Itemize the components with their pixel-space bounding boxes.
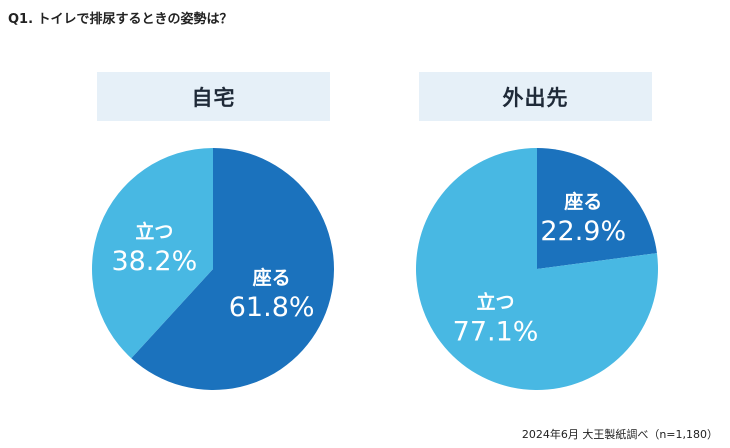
- pie-slice-home-sit: [131, 148, 334, 390]
- slice-value-home-stand: 38.2%: [111, 246, 197, 277]
- question-title: Q1. トイレで排尿するときの姿勢は？: [8, 12, 233, 27]
- chart-header-outside: 外出先: [419, 72, 652, 121]
- pie-chart-outside: 座る 22.9% 立つ 77.1%: [416, 148, 658, 390]
- pie-chart-home: 座る 61.8% 立つ 38.2%: [91, 148, 334, 390]
- slice-value-outside-sit: 22.9%: [540, 216, 626, 247]
- slice-value-home-sit: 61.8%: [229, 292, 315, 323]
- source-note: 2024年6月 大王製紙調べ（n=1,180）: [521, 428, 718, 441]
- pie-slice-home-stand: [91, 148, 213, 359]
- chart-header-home: 自宅: [97, 72, 330, 121]
- pie-slice-outside-stand: [416, 148, 658, 390]
- slice-label-outside-sit: 座る: [564, 190, 602, 213]
- slice-label-home-sit: 座る: [253, 266, 291, 289]
- slice-label-outside-stand: 立つ: [477, 290, 515, 313]
- slice-value-outside-stand: 77.1%: [453, 316, 539, 347]
- pie-slice-outside-sit: [537, 148, 657, 269]
- slice-label-home-stand: 立つ: [135, 220, 173, 243]
